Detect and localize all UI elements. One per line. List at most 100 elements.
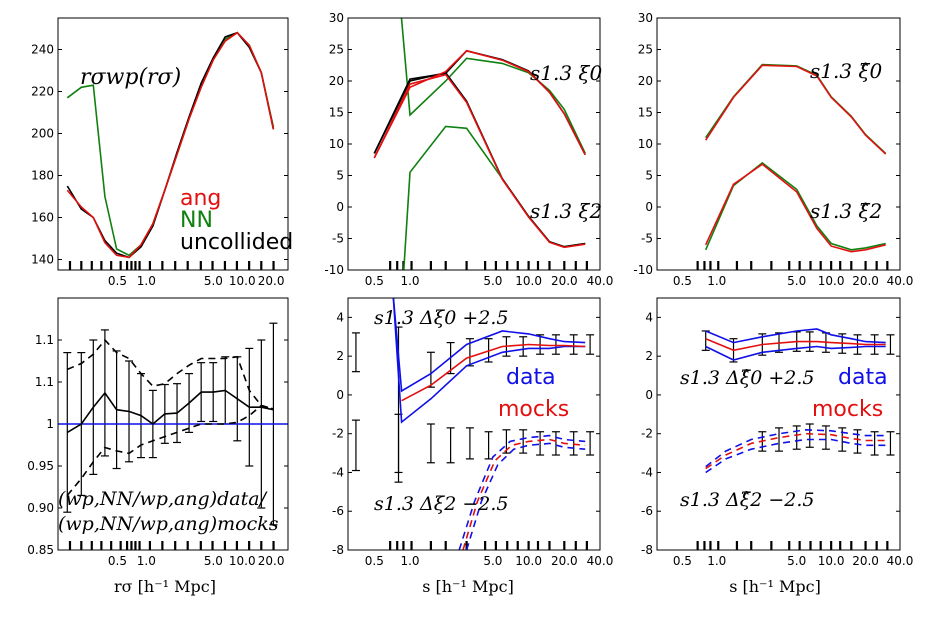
p5-plot-area — [351, 298, 595, 550]
p4-series-lower-dashed — [66, 404, 274, 496]
p2-xtick-label: 10.0 — [515, 274, 542, 288]
p3-xtick-label: 40.0 — [887, 274, 914, 288]
p4-ytick-label: 0.85 — [27, 543, 54, 557]
p5-series-data-dashed-a — [458, 434, 586, 550]
p2-series-ang-xi0 — [373, 49, 586, 159]
p2-ytick-label: -5 — [332, 232, 344, 246]
p3-xtick-label: 5.0 — [787, 274, 806, 288]
p5-series-data-upper — [392, 298, 586, 393]
p3-xtick-label: 20.0 — [852, 274, 879, 288]
p1-ytick-label: 220 — [31, 85, 54, 99]
p5-xtick-label: 20.0 — [551, 554, 578, 568]
p4-ytick-label: 1.1 — [35, 333, 54, 347]
p5-xtick-label: 0.5 — [365, 554, 384, 568]
p3-series-ang-xi2 — [704, 163, 886, 253]
p1-ytick-label: 180 — [31, 169, 54, 183]
p4-plot-area — [58, 322, 288, 526]
p2-plot-area — [373, 18, 586, 270]
p6-annotation-xi2: s1.3 Δξ̂2 −2.5 — [680, 489, 814, 511]
p3-ytick-label: 25 — [638, 43, 653, 57]
p1-xtick-label: 5.0 — [204, 274, 223, 288]
p4-xtick-label: 5.0 — [204, 554, 223, 568]
p5-x-axis-label: s [h⁻¹ Mpc] — [422, 577, 514, 596]
p2-xtick-label: 20.0 — [551, 274, 578, 288]
p5-series-mocks-dashed — [462, 438, 586, 550]
p5-series-data-dashed-b — [465, 442, 586, 550]
p6-x-axis-label: s [h⁻¹ Mpc] — [729, 577, 821, 596]
p6-plot-area — [701, 328, 895, 474]
p4-xtick-label: 10.0 — [229, 554, 256, 568]
p5-legend-mocks: mocks — [498, 397, 569, 422]
p3-axes-frame — [656, 17, 901, 271]
p4-series-ratio — [66, 389, 274, 434]
p2-ytick-label: 20 — [329, 74, 344, 88]
p4-annotation-a: (wp,NN/wp,ang)data/ — [58, 488, 268, 510]
p4-series-upper-dashed — [66, 338, 274, 410]
p4-ytick-label: 0.90 — [27, 501, 54, 515]
p6-ytick-label: -8 — [641, 543, 653, 557]
p6-ytick-label: 0 — [645, 388, 653, 402]
p3-annotation-xi2: s1.3 ξ̂2 — [810, 199, 882, 223]
p6-panel: -8 -6 -4 -2 0 2 4 0.5 1.0 5.0 10.0 20.0 40.0 — [641, 297, 914, 568]
p5-ytick-label: -4 — [332, 465, 344, 479]
p4-panel: 0.85 0.90 0.95 1 1.1 1.1 0.5 1.0 5.0 10.0 20.0 — [27, 297, 289, 568]
p1-panel: 140 160 180 200 220 240 0.5 1.0 5.0 10.0 20.0 — [31, 17, 289, 288]
p3-xtick-label: 10.0 — [818, 274, 845, 288]
p2-xtick-label: 5.0 — [483, 274, 502, 288]
p3-annotation-xi0: s1.3 ξ̂0 — [810, 59, 882, 83]
p1-ytick-label: 140 — [31, 253, 54, 267]
p1-plot-area — [66, 31, 275, 259]
p6-xtick-label: 20.0 — [852, 554, 879, 568]
p2-xtick-label: 1.0 — [400, 274, 419, 288]
p2-panel: -10 -5 0 5 10 15 20 25 30 0.5 1.0 5.0 10.0 20.0 40.0 — [324, 11, 614, 288]
p5-axes-frame — [347, 297, 601, 551]
p6-xtick-label: 10.0 — [818, 554, 845, 568]
p3-series-ang-xi0 — [705, 64, 887, 155]
p5-xtick-label: 40.0 — [587, 554, 614, 568]
p1-ytick-label: 240 — [31, 43, 54, 57]
p1-ytick-label: 160 — [31, 211, 54, 225]
p3-xtick-label: 1.0 — [707, 274, 726, 288]
p2-series-ang-xi2 — [373, 73, 586, 249]
p3-ytick-label: 30 — [638, 11, 653, 25]
p5-xtick-label: 1.0 — [400, 554, 419, 568]
p6-xtick-label: 5.0 — [787, 554, 806, 568]
p6-xtick-label: 40.0 — [887, 554, 914, 568]
p1-xtick-label: 0.5 — [108, 274, 127, 288]
p2-ytick-label: 0 — [336, 200, 344, 214]
p4-xtick-label: 1.0 — [137, 554, 156, 568]
p5-legend-data: data — [506, 365, 556, 390]
p4-xtick-label: 0.5 — [108, 554, 127, 568]
p4-xtick-label: 20.0 — [258, 554, 285, 568]
p2-ytick-label: 5 — [336, 169, 344, 183]
p5-ytick-label: 4 — [336, 310, 344, 324]
p4-ytick-label: 1 — [46, 417, 54, 431]
p3-plot-area — [704, 63, 887, 253]
p6-ytick-label: -4 — [641, 465, 653, 479]
p5-ytick-label: -2 — [332, 427, 344, 441]
p5-series-mocks — [401, 343, 586, 402]
p6-xtick-label: 0.5 — [673, 554, 692, 568]
p2-xtick-label: 40.0 — [587, 274, 614, 288]
p2-series-nn-xi2 — [402, 125, 586, 270]
p1-annotation: rσwp(rσ) — [80, 65, 181, 90]
p1-ytick-label: 200 — [31, 127, 54, 141]
p5-annotation-xi0: s1.3 Δξ0 +2.5 — [374, 307, 508, 329]
p3-xtick-label: 0.5 — [673, 274, 692, 288]
p2-ytick-label: 30 — [329, 11, 344, 25]
p5-panel: -8 -6 -4 -2 0 2 4 0.5 1.0 5.0 10.0 20.0 40.0 — [332, 297, 614, 568]
p3-ytick-label: -5 — [641, 232, 653, 246]
p1-legend-ang: ang — [180, 186, 221, 211]
p5-annotation-xi2: s1.3 Δξ2 −2.5 — [374, 493, 508, 515]
p1-legend-nn: NN — [180, 208, 213, 233]
p4-x-axis-label: rσ [h⁻¹ Mpc] — [114, 577, 216, 596]
p3-ytick-label: 15 — [638, 106, 653, 120]
p6-series-mocks — [705, 337, 886, 352]
p4-annotation-b: (wp,NN/wp,ang)mocks — [58, 513, 279, 535]
p6-annotation-xi0: s1.3 Δξ̂0 +2.5 — [680, 367, 814, 389]
p1-series-ang — [66, 31, 275, 259]
p2-ytick-label: -10 — [324, 263, 344, 277]
p6-ytick-label: -6 — [641, 504, 653, 518]
p2-xtick-label: 0.5 — [365, 274, 384, 288]
p2-ytick-label: 25 — [329, 43, 344, 57]
